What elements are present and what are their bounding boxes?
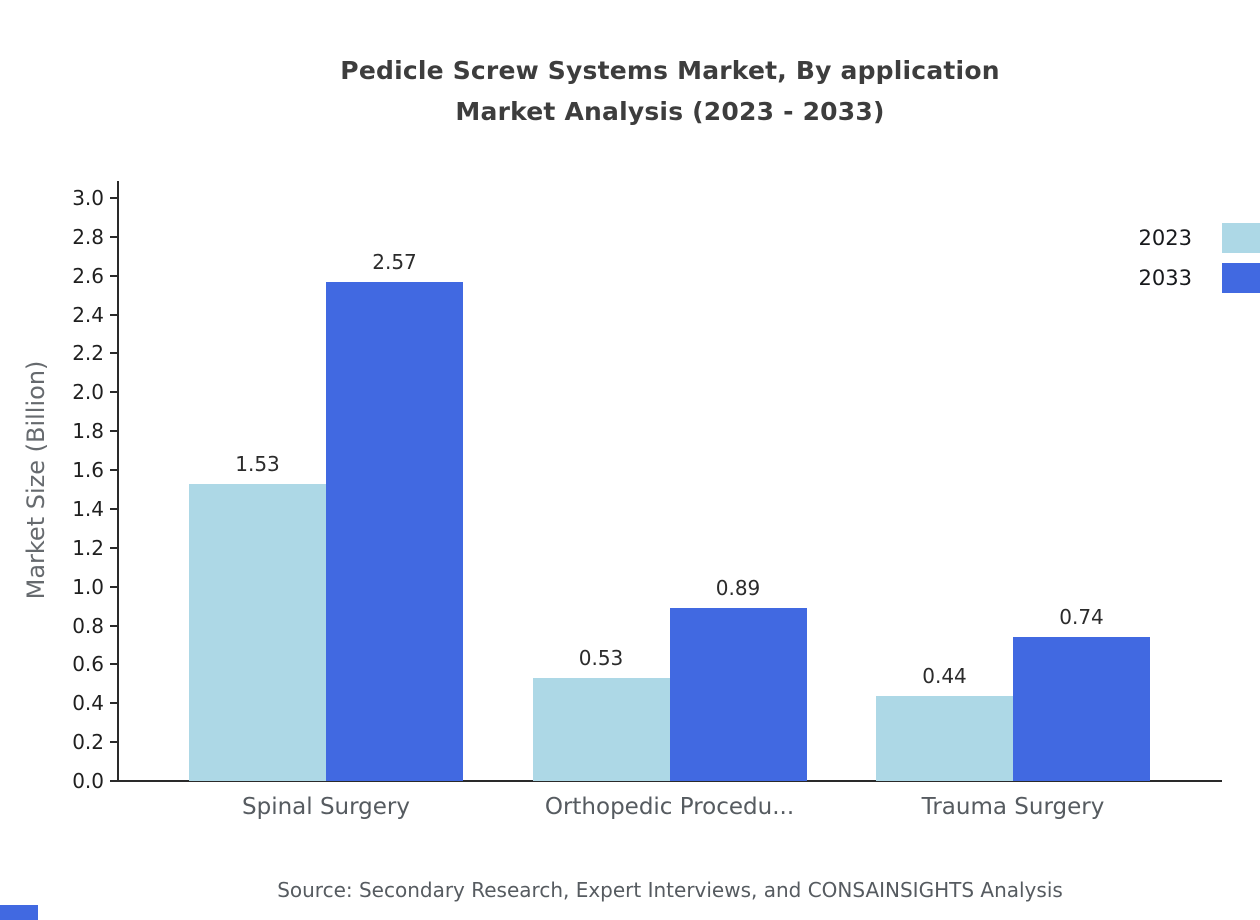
y-tick-mark xyxy=(110,274,118,277)
y-tick-label: 2.8 xyxy=(72,224,104,249)
y-tick-mark xyxy=(110,546,118,549)
x-category-label: Trauma Surgery xyxy=(921,794,1105,820)
bar-2033-trauma-surgery xyxy=(1013,637,1150,781)
y-tick-label: 2.2 xyxy=(72,341,104,366)
y-tick-mark xyxy=(110,235,118,238)
y-tick-mark xyxy=(110,313,118,316)
y-tick-mark xyxy=(110,780,118,782)
bar-2033-orthopedic-procedu xyxy=(669,608,807,781)
y-tick-label: 1.4 xyxy=(72,496,104,521)
bar-2023-trauma-surgery xyxy=(876,695,1013,781)
y-tick-label: 2.6 xyxy=(72,263,104,288)
bar-2023-spinal-surgery xyxy=(189,483,326,781)
legend-label: 2033 xyxy=(1138,266,1192,290)
x-axis-line xyxy=(112,780,1222,782)
bar-value-label: 0.89 xyxy=(715,576,761,601)
x-category-label: Spinal Surgery xyxy=(241,794,411,820)
bar-2023-orthopedic-procedu xyxy=(532,678,670,781)
y-axis-ticks: 0.0 0.2 0.4 0.6 0.8 1.0 1.2 1.4 1.6 1.8 2.0 2.2 2.4 2… xyxy=(0,186,118,793)
y-tick-mark xyxy=(110,702,118,705)
legend: 2023 2033 xyxy=(1139,223,1260,303)
legend-swatch xyxy=(1222,263,1260,293)
chart-title-line1: Pedicle Screw Systems Market, By applica… xyxy=(340,56,1000,85)
bar-value-label: 1.53 xyxy=(235,451,280,476)
y-tick-label: 1.2 xyxy=(72,535,104,560)
y-tick-label: 2.4 xyxy=(72,302,104,327)
y-tick-label: 0.6 xyxy=(72,652,104,677)
y-tick-mark xyxy=(110,352,118,355)
y-tick-label: 1.6 xyxy=(72,458,104,483)
y-tick-mark xyxy=(110,391,118,394)
plot-area: 1.53 2.57 0.53 0.89 0.44 0.74 xyxy=(118,198,1222,781)
chart-title-line2: Market Analysis (2023 - 2033) xyxy=(455,97,885,126)
y-tick-mark xyxy=(110,624,118,627)
chart-title: Pedicle Screw Systems Market, By applica… xyxy=(80,50,1260,132)
legend-item-2033: 2033 xyxy=(1139,263,1260,293)
y-axis-line xyxy=(117,181,119,782)
y-tick-mark xyxy=(110,469,118,472)
y-tick-mark xyxy=(110,430,118,433)
legend-label: 2023 xyxy=(1138,226,1192,250)
bar-value-label: 0.74 xyxy=(1059,605,1104,630)
legend-item-2023: 2023 xyxy=(1139,223,1260,253)
y-tick-label: 0.4 xyxy=(72,691,104,716)
x-axis-category-labels: Spinal Surgery Orthopedic Procedu... Traum… xyxy=(118,794,1222,826)
y-tick-mark xyxy=(110,507,118,510)
bar-value-label: 0.44 xyxy=(922,663,967,688)
bottom-left-brand-mark xyxy=(0,905,38,920)
y-tick-mark xyxy=(110,663,118,666)
y-tick-label: 3.0 xyxy=(72,186,104,210)
bar-value-label: 2.57 xyxy=(372,249,417,274)
y-tick-mark xyxy=(110,197,118,199)
y-tick-label: 1.8 xyxy=(72,419,104,444)
y-tick-label: 0.0 xyxy=(72,769,104,793)
y-tick-label: 0.8 xyxy=(72,613,104,638)
y-tick-mark xyxy=(110,741,118,744)
bar-value-label: 0.53 xyxy=(578,646,624,671)
bar-2033-spinal-surgery xyxy=(326,281,463,781)
source-note: Source: Secondary Research, Expert Inter… xyxy=(277,878,1063,902)
legend-swatch xyxy=(1222,223,1260,253)
y-tick-label: 1.0 xyxy=(72,574,104,599)
x-category-label: Orthopedic Procedu... xyxy=(544,794,795,820)
y-tick-label: 2.0 xyxy=(72,380,104,405)
y-tick-mark xyxy=(110,585,118,588)
y-tick-label: 0.2 xyxy=(72,730,104,755)
